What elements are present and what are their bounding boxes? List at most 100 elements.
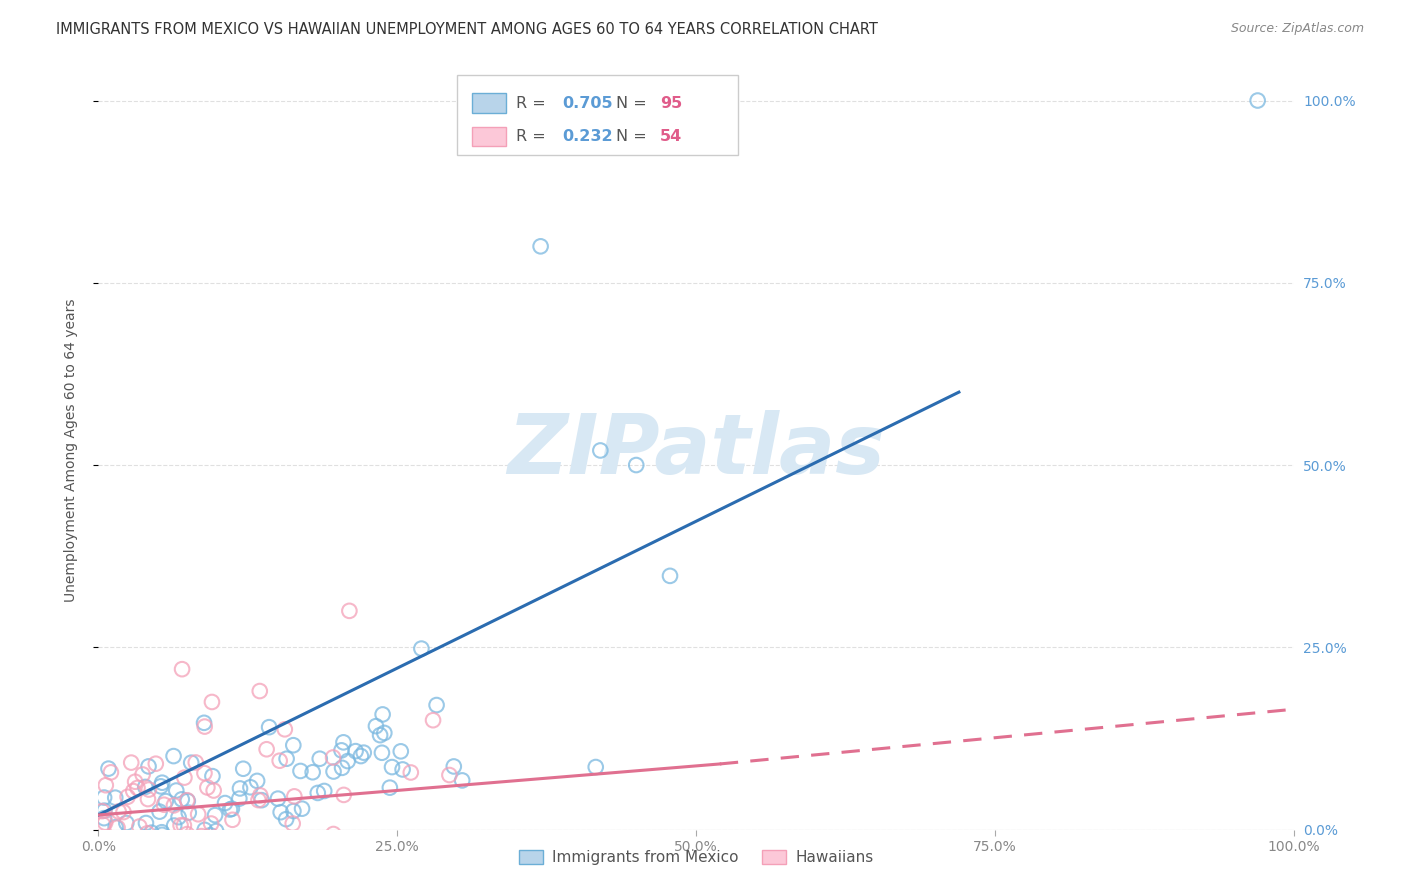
Point	[91, 837, 114, 851]
Point	[201, 769, 224, 783]
Point	[391, 763, 413, 777]
Point	[136, 826, 159, 840]
Point	[589, 443, 612, 458]
Point	[135, 816, 157, 830]
Point	[426, 698, 449, 712]
Point	[198, 828, 221, 842]
Point	[115, 816, 138, 830]
Point	[170, 792, 193, 806]
Point	[193, 715, 215, 730]
Point	[149, 780, 172, 794]
Point	[165, 783, 187, 797]
Point	[267, 791, 290, 805]
FancyBboxPatch shape	[472, 94, 506, 113]
Point	[193, 766, 215, 780]
Point	[314, 784, 336, 798]
Point	[124, 774, 146, 789]
Point	[219, 837, 242, 851]
Point	[172, 662, 194, 676]
Point	[177, 837, 200, 851]
Point	[122, 784, 145, 798]
Point	[585, 760, 607, 774]
Point	[87, 837, 110, 851]
Point	[94, 778, 117, 792]
Point	[128, 820, 150, 834]
Point	[93, 790, 115, 805]
Text: N =: N =	[616, 129, 652, 145]
Point	[94, 815, 117, 830]
Point	[381, 760, 404, 774]
Point	[136, 792, 159, 806]
Point	[422, 713, 444, 727]
Point	[274, 812, 297, 826]
Point	[291, 802, 314, 816]
Point	[138, 837, 160, 851]
FancyBboxPatch shape	[472, 127, 506, 146]
Point	[389, 744, 412, 758]
Point	[135, 837, 157, 851]
Point	[249, 684, 271, 698]
Point	[184, 756, 207, 770]
Point	[194, 720, 217, 734]
Point	[173, 818, 195, 832]
Point	[107, 821, 129, 835]
Point	[153, 797, 176, 812]
Point	[173, 771, 195, 785]
Point	[202, 783, 225, 797]
Point	[332, 735, 354, 749]
Point	[290, 764, 312, 778]
Point	[190, 829, 212, 843]
Point	[97, 762, 120, 776]
Point	[371, 707, 394, 722]
Point	[228, 791, 250, 805]
Point	[221, 813, 243, 827]
Text: Source: ZipAtlas.com: Source: ZipAtlas.com	[1230, 22, 1364, 36]
Point	[120, 756, 142, 770]
Point	[307, 786, 329, 800]
Point	[659, 569, 682, 583]
Point	[93, 804, 115, 818]
Point	[91, 817, 114, 831]
Point	[283, 789, 305, 804]
Point	[364, 719, 387, 733]
Point	[169, 818, 191, 832]
Point	[150, 775, 173, 789]
FancyBboxPatch shape	[457, 75, 738, 155]
Point	[107, 805, 129, 819]
Point	[193, 837, 215, 851]
Point	[208, 834, 231, 848]
Point	[214, 796, 236, 810]
Point	[232, 762, 254, 776]
Point	[344, 744, 367, 758]
Point	[138, 759, 160, 773]
Point	[439, 768, 461, 782]
Point	[308, 752, 330, 766]
Point	[136, 837, 159, 851]
Point	[173, 832, 195, 847]
Point	[150, 825, 173, 839]
Point	[138, 837, 160, 851]
Point	[270, 805, 292, 820]
Point	[378, 780, 401, 795]
Point	[93, 811, 115, 825]
Point	[247, 793, 270, 807]
Point	[330, 743, 353, 757]
Point	[135, 837, 157, 851]
Point	[200, 816, 222, 830]
Point	[163, 798, 186, 813]
Text: 0.705: 0.705	[562, 95, 613, 111]
Point	[177, 805, 200, 820]
Point	[283, 804, 305, 818]
Text: R =: R =	[516, 95, 550, 111]
Point	[162, 749, 184, 764]
Point	[1247, 94, 1270, 108]
Point	[451, 773, 474, 788]
Point	[332, 788, 354, 802]
Point	[204, 837, 226, 851]
Point	[148, 837, 170, 851]
Point	[112, 805, 135, 819]
Point	[93, 837, 115, 851]
Point	[330, 761, 353, 775]
Point	[530, 239, 553, 253]
Point	[281, 816, 304, 830]
